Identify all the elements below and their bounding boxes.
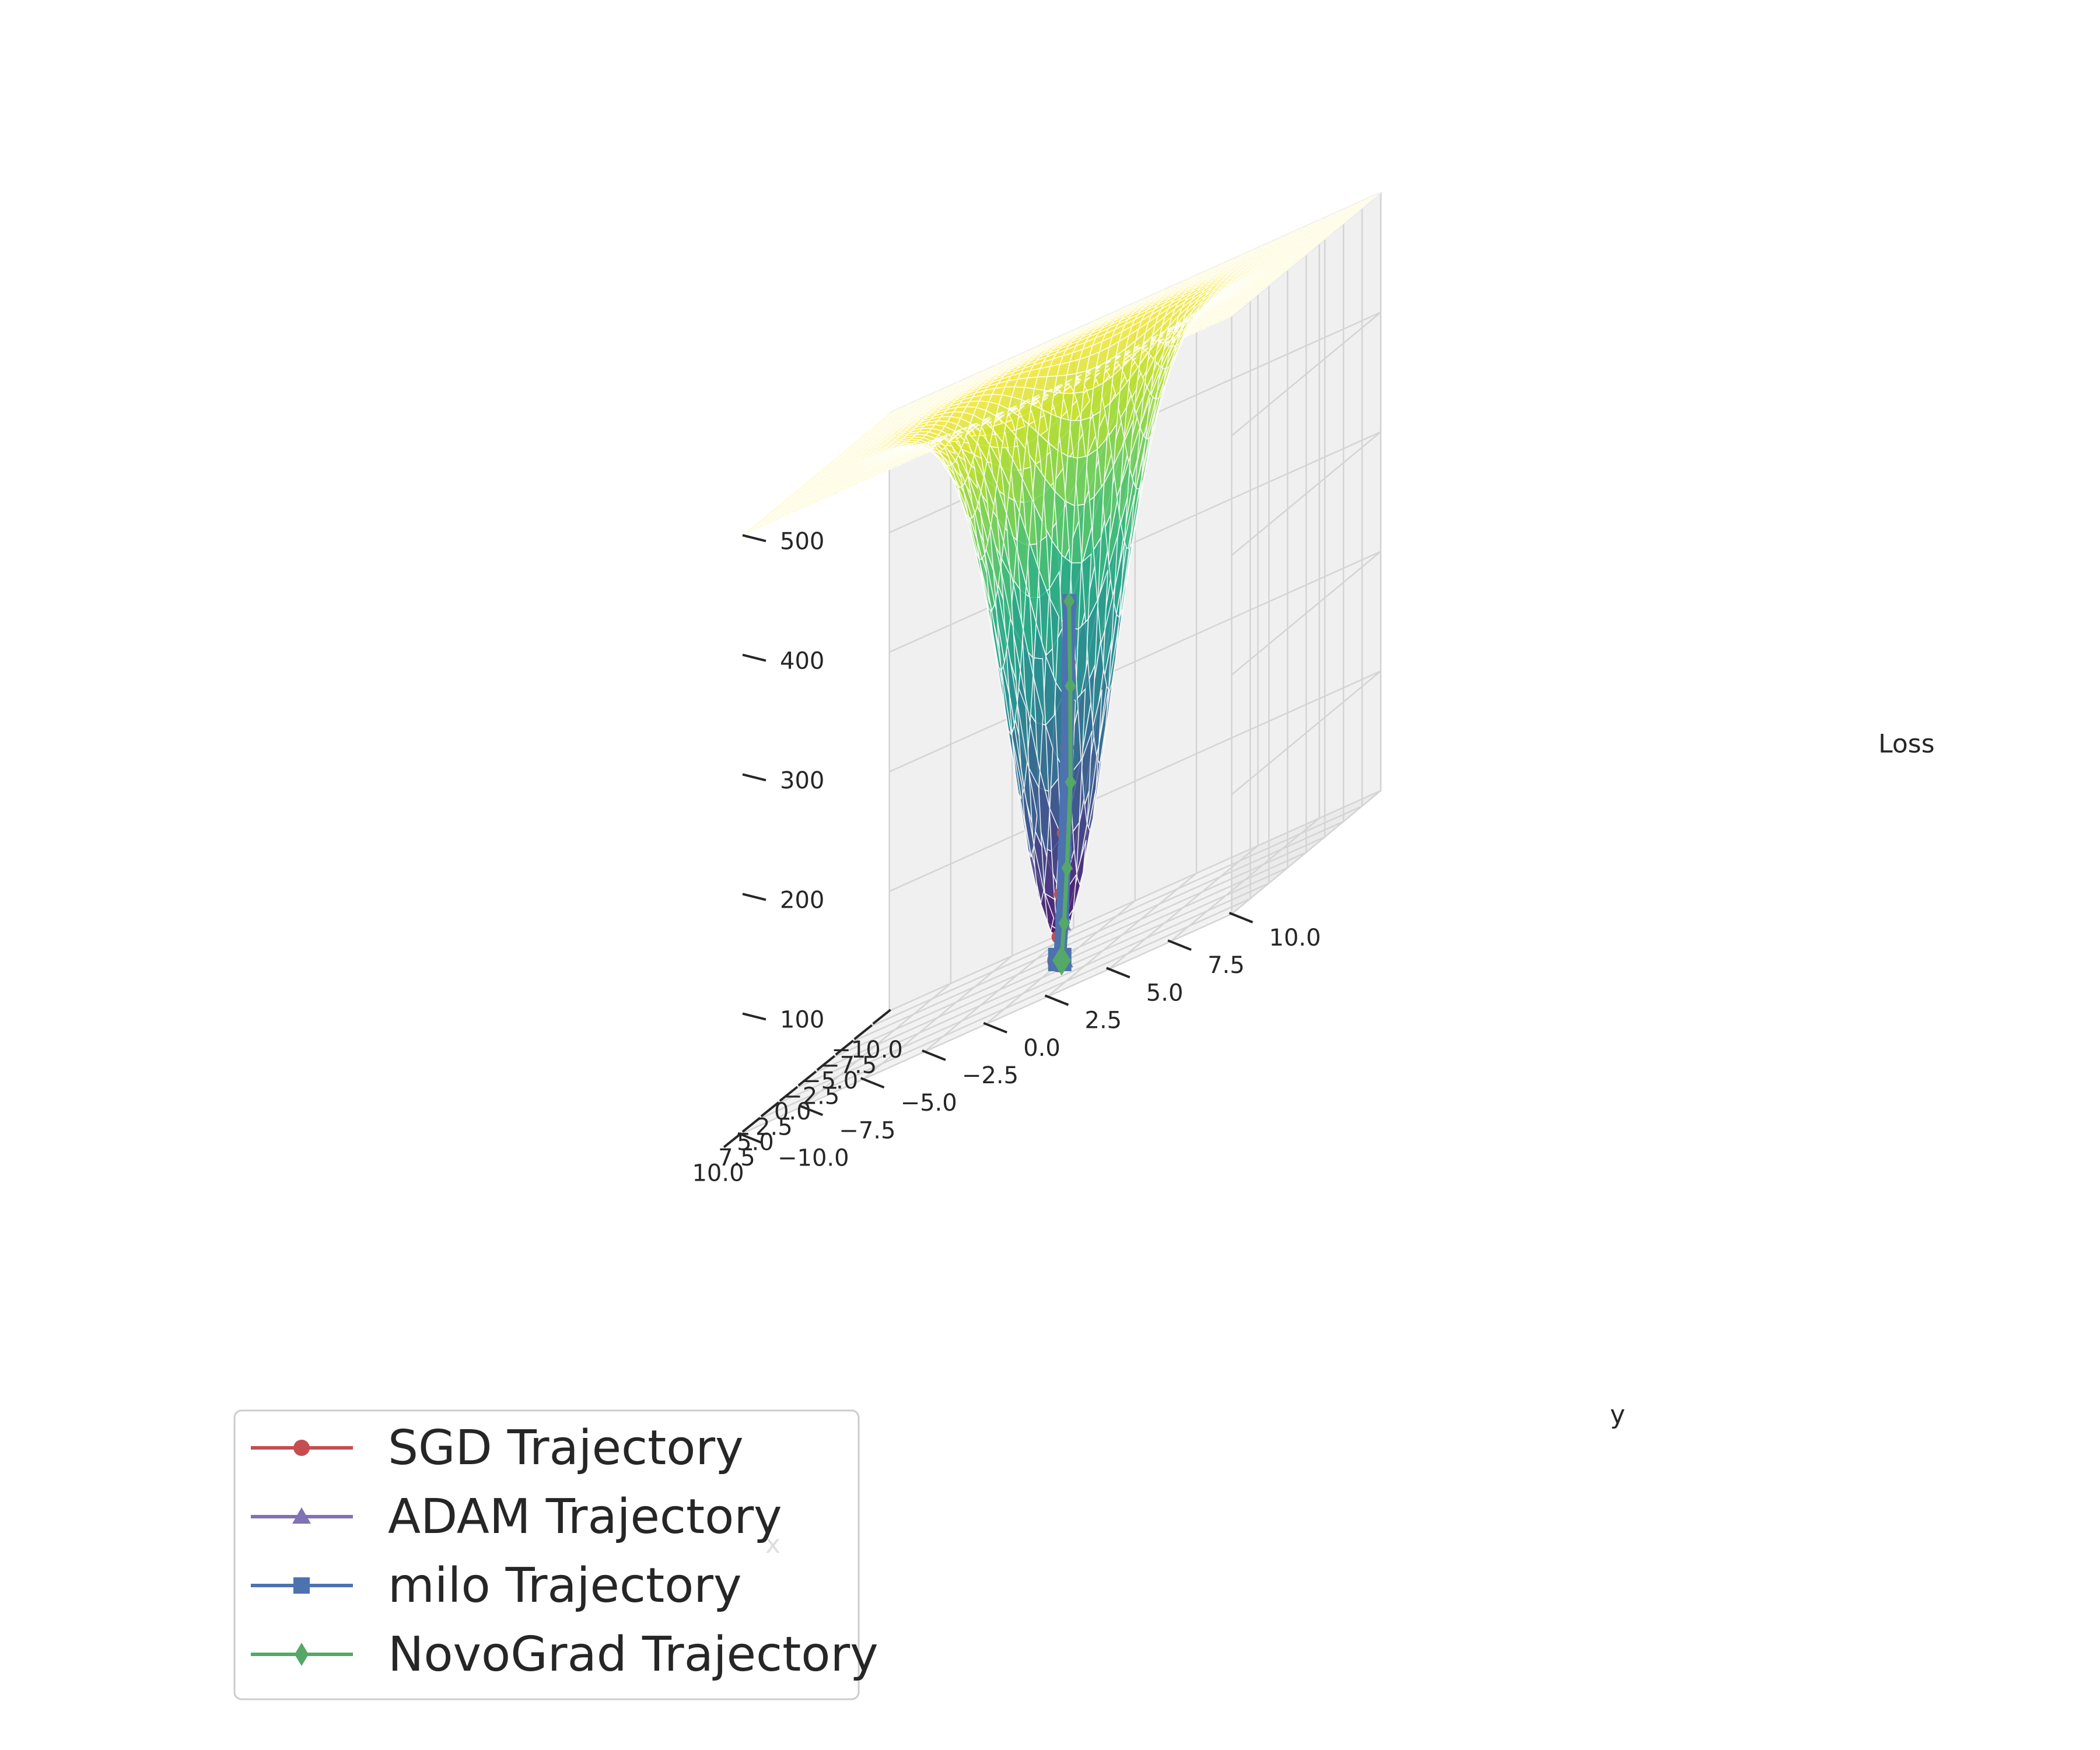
- x-tick-label: 0.0: [774, 1098, 811, 1125]
- z-tick-label: 300: [780, 768, 824, 794]
- floor-grid-x: [796, 867, 1288, 1089]
- x-tick-mark: [853, 1024, 873, 1041]
- legend-label-milo: milo Trajectory: [388, 1558, 742, 1614]
- trajectory-marker-3: [1052, 945, 1071, 976]
- y-tick-mark: [1228, 912, 1254, 923]
- trajectory-marker-3: [1058, 914, 1070, 933]
- back-grid-z: [1231, 431, 1381, 556]
- back-grid-z: [1231, 551, 1381, 676]
- legend: SGD Trajectory ADAM Trajectory milo Traj…: [233, 1409, 878, 1700]
- legend-marker-adam: [292, 1507, 311, 1524]
- z-axis-label: Loss: [1878, 729, 1935, 759]
- y-axis-label: y: [1610, 1400, 1625, 1430]
- y-tick-mark: [1106, 967, 1130, 979]
- x-tick-mark: [779, 1086, 799, 1102]
- axis-ticks: −10.0−7.5−5.0−2.50.02.55.07.510.0−10.0−7…: [692, 528, 1321, 1187]
- z-tick-mark: [742, 534, 766, 542]
- y-tick-mark: [799, 1104, 824, 1116]
- z-tick-mark: [742, 653, 766, 662]
- floor-grid-x: [758, 898, 1251, 1120]
- back-grid-z: [1231, 312, 1381, 436]
- x-tick-label: 2.5: [755, 1114, 793, 1140]
- legend-box: [233, 1409, 860, 1700]
- x-tick-label: −7.5: [820, 1052, 877, 1079]
- y-tick-label: 0.0: [1023, 1035, 1060, 1062]
- legend-label-novograd: NovoGrad Trajectory: [388, 1627, 878, 1682]
- z-tick-mark: [742, 892, 766, 901]
- y-tick-label: −10.0: [778, 1145, 849, 1172]
- floor-grid-y: [1170, 817, 1320, 943]
- y-tick-mark: [1167, 939, 1192, 951]
- legend-label-sgd: SGD Trajectory: [388, 1420, 744, 1476]
- z-tick-label: 400: [780, 648, 824, 675]
- y-tick-label: −2.5: [962, 1062, 1019, 1089]
- z-tick-label: 200: [780, 887, 824, 914]
- legend-entry-novograd: NovoGrad Trajectory: [251, 1627, 878, 1682]
- trajectory-marker-3: [1065, 773, 1076, 792]
- x-tick-mark: [760, 1101, 780, 1118]
- legend-marker-sgd: [293, 1440, 310, 1456]
- z-tick-mark: [742, 773, 766, 782]
- trajectory-marker-3: [1061, 859, 1073, 877]
- floor-grid-x: [777, 882, 1269, 1104]
- x-tick-mark: [872, 1009, 891, 1025]
- x-tick-mark: [723, 1132, 743, 1149]
- x-tick-mark: [741, 1116, 761, 1133]
- floor-grid-y: [1231, 790, 1381, 915]
- side-grid-z: [889, 670, 1381, 892]
- legend-marker-milo: [293, 1577, 310, 1594]
- x-tick-mark: [797, 1070, 817, 1087]
- z-tick-label: 100: [780, 1007, 824, 1034]
- x-tick-label: −5.0: [802, 1068, 858, 1094]
- side-grid-z: [889, 551, 1381, 773]
- x-tick-label: 5.0: [737, 1129, 774, 1156]
- y-tick-mark: [922, 1049, 946, 1061]
- loss-surface: [740, 192, 1381, 940]
- legend-entry-sgd: SGD Trajectory: [251, 1420, 744, 1476]
- y-tick-label: 5.0: [1146, 979, 1184, 1006]
- trajectory-marker-3: [1063, 592, 1075, 611]
- y-tick-mark: [860, 1077, 885, 1089]
- legend-entry-milo: milo Trajectory: [251, 1558, 742, 1614]
- y-tick-label: 2.5: [1085, 1007, 1122, 1034]
- x-tick-label: 7.5: [718, 1144, 755, 1171]
- x-tick-label: −2.5: [783, 1083, 839, 1110]
- y-tick-label: −7.5: [839, 1117, 895, 1144]
- legend-entry-adam: ADAM Trajectory: [251, 1489, 782, 1545]
- trajectories: [1047, 592, 1078, 976]
- x-tick-mark: [816, 1055, 835, 1071]
- z-tick-label: 500: [780, 528, 824, 555]
- floor-grid-y: [1108, 845, 1259, 970]
- legend-marker-novograd: [295, 1643, 309, 1666]
- y-tick-label: −5.0: [901, 1090, 957, 1116]
- legend-label-adam: ADAM Trajectory: [388, 1489, 782, 1545]
- x-tick-mark: [835, 1040, 854, 1056]
- back-grid-z: [1231, 670, 1381, 795]
- y-tick-mark: [983, 1021, 1007, 1034]
- x-tick-label: 10.0: [692, 1160, 744, 1187]
- z-tick-mark: [742, 1012, 766, 1021]
- floor-grid-y: [1046, 873, 1197, 998]
- y-tick-label: 7.5: [1208, 952, 1245, 979]
- y-tick-mark: [1044, 994, 1069, 1006]
- y-tick-label: 10.0: [1269, 925, 1321, 951]
- trajectory-marker-3: [1065, 677, 1076, 695]
- y-tick-mark: [737, 1132, 762, 1144]
- side-grid-z: [889, 431, 1381, 653]
